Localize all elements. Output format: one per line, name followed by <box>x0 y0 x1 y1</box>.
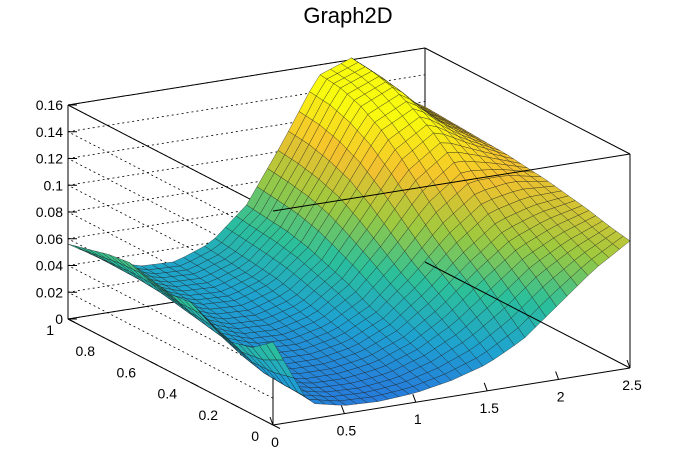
box-edge <box>272 153 631 212</box>
y-tick-label: 0 <box>251 428 259 444</box>
y-tick-label: 0.8 <box>76 343 96 359</box>
y-tick-label: 0.2 <box>199 407 219 423</box>
z-grid-line-left <box>67 265 274 372</box>
x-tick-label: 1 <box>414 411 422 427</box>
z-grid-line-left <box>67 131 274 239</box>
y-tick <box>231 403 240 408</box>
z-axis: 0 0.02 0.04 0.06 0.08 0.1 0.12 0.14 0.16 <box>36 97 77 327</box>
z-tick-label: 0.12 <box>36 151 63 167</box>
y-tick <box>67 318 76 323</box>
x-tick <box>340 405 345 414</box>
z-tick-label: 0.08 <box>36 204 63 220</box>
y-tick <box>190 382 199 387</box>
z-grid-line-left <box>67 184 274 292</box>
z-tick-label: 0.02 <box>36 284 63 300</box>
x-axis: 0 0.5 1 1.5 2 2.5 <box>269 359 642 450</box>
surface-cell <box>612 235 631 250</box>
z-grid-line-left <box>67 291 274 399</box>
x-tick <box>555 371 560 380</box>
z-tick-label: 0.06 <box>36 231 63 247</box>
box-edge <box>272 367 631 426</box>
axis-box-front <box>272 47 631 426</box>
x-tick <box>626 359 631 369</box>
y-tick <box>108 339 117 345</box>
box-edge <box>424 47 631 155</box>
z-grid-line-left <box>67 158 274 265</box>
z-tick-label: 0.1 <box>44 177 64 193</box>
x-tick-label: 2.5 <box>622 377 642 393</box>
x-tick <box>412 394 417 403</box>
box-edge <box>424 261 631 369</box>
x-tick <box>483 382 488 391</box>
y-tick-label: 0.4 <box>158 386 178 402</box>
x-tick-label: 2 <box>557 388 565 404</box>
chart-title: Graph2D <box>303 3 392 28</box>
z-tick-label: 0.04 <box>36 258 63 274</box>
y-tick <box>272 424 281 429</box>
y-axis: 0 0.2 0.4 0.6 0.8 1 <box>46 318 281 444</box>
y-tick-label: 0.6 <box>117 364 137 380</box>
surface-plot <box>67 57 631 406</box>
x-tick <box>269 416 274 426</box>
z-tick-label: 0.16 <box>36 97 63 113</box>
y-tick <box>149 360 158 366</box>
x-tick-label: 0.5 <box>337 423 357 439</box>
x-tick-label: 0 <box>271 434 279 450</box>
x-tick-label: 1.5 <box>479 400 499 416</box>
z-tick-label: 0 <box>55 311 63 327</box>
box-edge <box>67 47 426 106</box>
y-tick-label: 1 <box>46 322 54 338</box>
z-tick-label: 0.14 <box>36 124 63 140</box>
box-edge <box>67 104 274 212</box>
